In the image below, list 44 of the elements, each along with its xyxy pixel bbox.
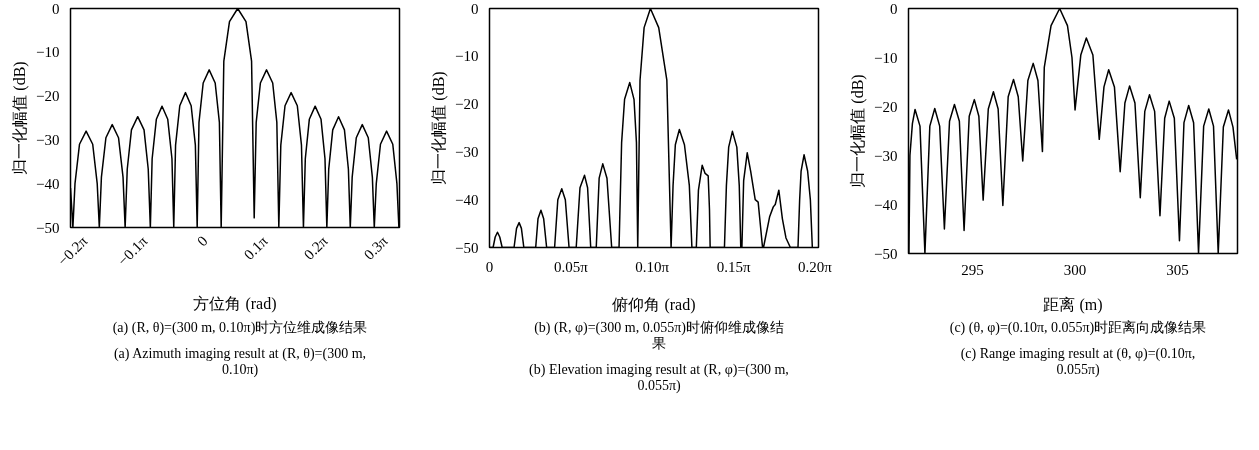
x-tick-label: 305 — [1166, 261, 1189, 278]
y-tick-label: −50 — [874, 245, 898, 262]
y-tick-label: −30 — [455, 143, 479, 160]
y-tick-label: −10 — [455, 48, 479, 65]
x-tick-label: 0.3π — [360, 232, 392, 263]
y-axis-title: 归一化幅值 (dB) — [430, 71, 449, 185]
x-axis-title: 距离 (m) — [1043, 295, 1103, 314]
y-tick-label: −10 — [36, 44, 60, 61]
x-tick-label: 0.20π — [798, 258, 833, 275]
x-axis-title: 俯仰角 (rad) — [612, 295, 696, 314]
y-tick-label: 0 — [52, 0, 60, 17]
x-tick-label: 0.15π — [716, 258, 751, 275]
y-tick-label: −20 — [455, 96, 479, 113]
text: (c) Range imaging result at (θ, φ)=(0.10π, 0.055π) — [959, 346, 1197, 378]
text: (a) Azimuth imaging result at (R, θ)=(300 m, 0.10π) — [112, 346, 368, 378]
x-tick-label: 300 — [1063, 261, 1087, 278]
y-tick-label: 0 — [471, 0, 479, 17]
x-tick-label: 295 — [961, 261, 984, 278]
y-tick-label: −10 — [874, 49, 898, 66]
x-tick-label: 0 — [485, 258, 494, 275]
line-series — [70, 8, 400, 228]
text: (a) (R, θ)=(300 m, 0.10π)时方位维成像结果 — [112, 320, 368, 336]
y-tick-label: −30 — [874, 147, 898, 164]
x-tick-label: 0.1π — [240, 232, 271, 263]
y-tick-label: −20 — [36, 88, 60, 105]
y-tick-label: −40 — [874, 196, 898, 213]
line-series — [908, 8, 1238, 254]
y-axis-title: 归一化幅值 (dB) — [11, 61, 30, 175]
y-tick-label: 0 — [890, 0, 898, 17]
x-axis-title: 方位角 (rad) — [193, 295, 277, 314]
text: (c) (θ, φ)=(0.10π, 0.055π)时距离向成像结果 — [949, 320, 1207, 336]
x-tick-label: 0 — [194, 232, 211, 250]
text: (b) (R, φ)=(300 m, 0.055π)时俯仰维成像结果 — [533, 320, 785, 352]
y-tick-label: −50 — [455, 239, 479, 256]
x-tick-label: 0.05π — [553, 258, 589, 275]
y-tick-label: −40 — [36, 175, 60, 192]
y-tick-label: −20 — [874, 98, 898, 115]
y-tick-label: −30 — [36, 131, 60, 148]
y-axis-title: 归一化幅值 (dB) — [849, 74, 868, 188]
y-tick-label: −40 — [455, 191, 479, 208]
y-tick-label: −50 — [36, 219, 60, 236]
x-tick-label: 0.10π — [635, 258, 670, 275]
x-tick-label: 0.2π — [300, 232, 332, 263]
text: (b) Elevation imaging result at (R, φ)=(300 m, 0.055π) — [529, 362, 789, 394]
